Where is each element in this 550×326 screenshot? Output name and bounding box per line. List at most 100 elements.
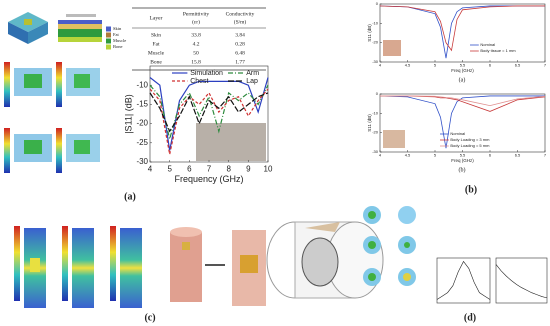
x-tick-label: 5.5 [460,153,466,158]
legend-swatch [106,32,111,38]
legend-label: Fat [113,32,120,37]
y-tick-label: -10 [136,80,148,89]
plot-frame [436,257,491,304]
legend-label: Chest [190,78,208,85]
sar-maps-d [363,206,416,286]
table-cell: 6.48 [235,50,245,56]
x-tick-label: 10 [264,164,273,173]
x-axis-label: Frequency (GHz) [174,174,243,184]
x-axis-label: Freq (GHz) [451,158,474,163]
x-tick-label: 8 [226,164,231,173]
inset-image [383,40,401,56]
table-cell: 1.77 [235,59,245,65]
antenna-model [8,12,102,44]
table-header: Conductivity [226,11,255,17]
plot-frame [495,257,548,304]
x-tick-label: 7 [207,164,212,173]
field-images-c [14,226,266,308]
x-tick-label: 6 [489,153,492,158]
x-tick-label: 5.5 [460,63,466,68]
legend-label: Skin [113,26,122,31]
chart: 4 5 6 7 8 9 10 -30 -25 -20 -15 -10 Frequency (GHz) |S… [124,65,273,184]
legend-label: Muscle [113,38,126,43]
measurement-photo [196,123,266,161]
series-line [149,77,269,151]
panel-label: (b) [465,184,477,195]
y-tick-label: -15 [136,100,148,109]
table-cell: Skin [151,32,161,38]
table-cell: 50 [193,50,199,56]
panel-label: (c) [144,312,155,323]
legend-swatch [106,44,111,50]
y-tick-label: -30 [372,59,379,64]
series-line [379,95,545,149]
chart: 4 4.5 5 5.5 6 6.5 7 -30 -20 -10 0 Freq (GHz) S11 (dB… [367,91,547,163]
chart [436,257,491,304]
x-tick-label: 9 [246,164,251,173]
y-tick-label: -30 [136,157,148,166]
sub-caption: (b) [459,166,466,173]
table-cell: Muscle [148,50,165,56]
legend-label: Simulation [190,70,223,77]
series-line [380,95,546,107]
table-cell: Fat [152,41,160,47]
x-tick-label: 6.5 [515,153,521,158]
table-header: Permittivity [183,11,210,17]
table-cell: 3.84 [235,32,245,38]
legend-label: Body tissue = 1 mm [480,48,516,53]
chart [495,257,548,304]
y-tick-label: 0 [376,91,379,96]
y-tick-label: -10 [372,20,379,25]
x-tick-label: 6 [187,164,192,173]
table-cell: 4.2 [193,41,200,47]
y-tick-label: -20 [136,119,148,128]
x-axis-label: Freq (GHz) [451,68,474,73]
series-line [379,5,545,52]
legend-label: Nominal [480,42,495,47]
table-cell: Bone [150,59,162,65]
y-tick-label: 0 [376,1,379,6]
legend-label: Bone [113,44,123,49]
x-tick-label: 5 [167,164,172,173]
x-tick-label: 7 [544,153,547,158]
y-axis-label: S11 (dB) [367,114,372,132]
table-header: Layer [150,15,163,21]
legend-label: Nominal [450,131,465,136]
x-tick-label: 5 [434,153,437,158]
x-tick-label: 4.5 [405,63,411,68]
series-line [149,92,269,133]
x-tick-label: 7 [544,63,547,68]
legend-label: Body Loading = 3 mm [450,137,490,142]
legend-label: Arm [246,70,259,77]
table-cell: 0.28 [235,41,245,47]
table-cell: 15.8 [191,59,201,65]
chart: 4 4.5 5 5.5 6 6.5 7 -30 -20 -10 0 Freq (GHz) S11 (dB… [367,1,547,73]
table-header: (εr) [192,18,200,25]
x-tick-label: 4.5 [405,153,411,158]
y-tick-label: -25 [136,138,148,147]
x-tick-label: 4 [379,63,382,68]
data-line [495,264,548,299]
y-axis-label: S11 (dB) [367,24,372,42]
y-tick-label: -20 [372,130,379,135]
legend-swatch [106,38,111,44]
series-line [379,5,545,59]
inset-image [383,130,405,148]
y-tick-label: -20 [372,40,379,45]
legend-label: Body Loading = 5 mm [450,143,490,148]
legend-label: Lap [246,78,258,85]
sar-maps-a [4,62,100,173]
panel-label: (d) [464,312,476,323]
y-axis-label: |S11| (dB) [124,94,134,134]
legend-swatch [106,26,111,32]
x-tick-label: 5 [434,63,437,68]
x-tick-label: 4 [148,164,153,173]
x-tick-label: 4 [379,153,382,158]
table-header: (S/m) [234,18,247,25]
x-tick-label: 6.5 [515,63,521,68]
x-tick-label: 6 [489,63,492,68]
table-cell: 33.8 [191,32,201,38]
y-tick-label: -10 [372,110,379,115]
